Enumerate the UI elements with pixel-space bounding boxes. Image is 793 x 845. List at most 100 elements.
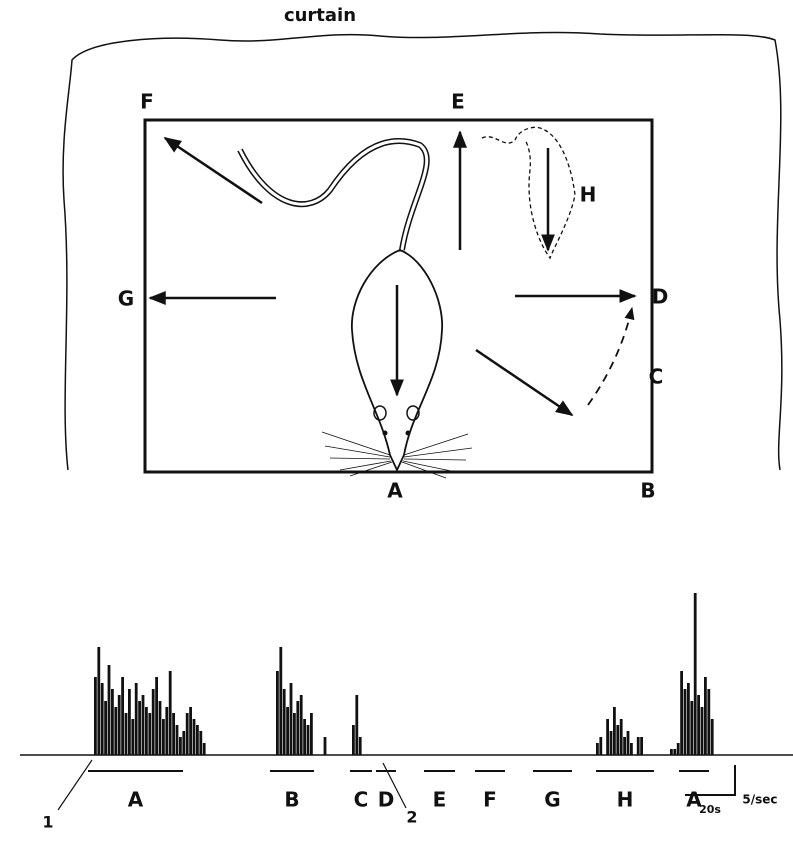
rate-bar — [107, 665, 111, 755]
rate-bar — [619, 719, 623, 755]
rate-bar — [196, 725, 199, 755]
rate-bar — [199, 731, 203, 755]
rate-bar — [172, 713, 175, 755]
rate-bar — [279, 647, 283, 755]
rate-bar — [623, 737, 626, 755]
position-label: C — [649, 365, 664, 389]
rate-bar — [710, 719, 714, 755]
rate-bar — [155, 677, 158, 755]
rate-bar — [121, 677, 124, 755]
marker-label: 1 — [42, 813, 53, 832]
period-label: G — [544, 788, 560, 812]
rat-tail-inner — [238, 139, 429, 251]
rat-eye — [405, 430, 411, 436]
period-label: A — [128, 788, 144, 812]
rate-bar — [616, 725, 620, 755]
rate-bar — [175, 725, 179, 755]
rate-bar — [599, 737, 603, 755]
rate-bar — [687, 683, 690, 755]
period-label: F — [483, 788, 497, 812]
rate-bar — [185, 713, 189, 755]
rate-bar — [192, 719, 196, 755]
scale-bar — [685, 765, 736, 796]
rate-bar — [358, 737, 362, 755]
period-label: H — [617, 788, 634, 812]
rate-bar — [114, 707, 118, 755]
rate-bar — [276, 671, 279, 755]
rate-bar — [700, 707, 704, 755]
rate-bar — [289, 683, 293, 755]
rearing-outline — [481, 126, 576, 260]
rate-bar — [182, 731, 186, 755]
rate-bar — [128, 689, 131, 755]
rate-bar — [704, 677, 707, 755]
rate-bar — [158, 701, 162, 755]
rate-bar — [596, 743, 599, 755]
rate-bar — [148, 713, 152, 755]
rate-bar — [606, 719, 609, 755]
marker-label: 2 — [406, 808, 417, 827]
position-label: B — [640, 479, 655, 503]
rate-bar — [202, 743, 206, 755]
whiskers — [321, 431, 473, 479]
rate-bar — [355, 695, 359, 755]
rate-bar — [609, 731, 613, 755]
rate-bar — [683, 689, 687, 755]
rat-ear — [406, 405, 420, 421]
rat-eye — [382, 430, 388, 436]
position-label: A — [387, 479, 403, 503]
rate-bar — [707, 689, 711, 755]
scale-time: 20s — [699, 803, 721, 816]
rate-bar — [299, 695, 303, 755]
period-label: A — [686, 788, 702, 812]
scale-rate: 5/sec — [742, 793, 777, 807]
position-label: H — [580, 183, 597, 207]
rate-bar — [697, 695, 700, 755]
rate-bar — [296, 701, 300, 755]
rate-bar — [640, 737, 643, 755]
period-label: C — [354, 788, 369, 812]
rate-bar — [630, 743, 633, 755]
rate-bar — [97, 647, 101, 755]
curtain-outline — [62, 31, 783, 471]
rate-bar — [670, 749, 673, 755]
dashed-arrow — [587, 306, 635, 406]
rate-bar — [131, 719, 135, 755]
rat-ear — [373, 405, 387, 421]
rate-bar — [323, 737, 327, 755]
rate-bar — [680, 671, 683, 755]
rate-bar — [310, 713, 313, 755]
diagram — [62, 31, 783, 479]
rate-bar — [165, 707, 169, 755]
diagram-labels: curtain F E H G D C A B — [118, 5, 669, 503]
rate-bar — [303, 719, 306, 755]
rate-bar — [151, 689, 155, 755]
rate-bar — [286, 707, 289, 755]
rate-bar — [690, 701, 694, 755]
rate-bar — [168, 671, 172, 755]
rate-bar — [306, 725, 310, 755]
rate-bar — [104, 701, 107, 755]
rate-bar — [162, 719, 165, 755]
rat-tail — [237, 138, 430, 251]
rate-bar — [111, 689, 114, 755]
rate-bar — [94, 677, 97, 755]
rate-bar — [673, 749, 677, 755]
arena — [143, 118, 654, 474]
rate-bar — [179, 737, 182, 755]
rate-bar — [282, 689, 286, 755]
rate-bar — [293, 713, 296, 755]
rate-bar — [145, 707, 148, 755]
rate-bar — [676, 743, 680, 755]
rate-bar — [141, 695, 145, 755]
rate-bar — [117, 695, 121, 755]
position-label: G — [118, 287, 134, 311]
rate-bar — [138, 701, 141, 755]
rate-bar — [124, 713, 128, 755]
rate-bar — [352, 725, 355, 755]
period-label: E — [433, 788, 447, 812]
rate-bar — [636, 737, 640, 755]
period-label: D — [378, 788, 395, 812]
